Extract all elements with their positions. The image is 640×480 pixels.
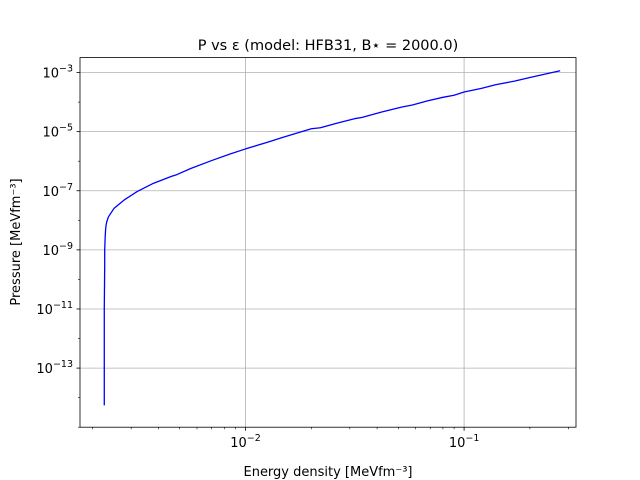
grid-layer (80, 57, 576, 428)
x-tick-label: 10−2 (230, 433, 261, 451)
y-tick-label: 10−9 (42, 241, 73, 259)
chart-title: P vs ε (model: HFB31, B⋆ = 2000.0) (198, 38, 459, 54)
line-layer (103, 70, 561, 406)
tick-layer: 10−2 10−1 10−13 10−11 10−9 10−7 10−5 10−3 (36, 64, 569, 451)
y-tick-label: 10−7 (42, 182, 73, 200)
y-tick-label: 10−3 (42, 64, 73, 82)
y-axis-label: Pressure [MeVfm⁻³] (9, 178, 24, 305)
y-tick-label: 10−5 (42, 123, 73, 141)
plot-frame (79, 57, 577, 428)
y-tick-label: 10−11 (36, 300, 73, 318)
data-line (103, 70, 561, 406)
y-tick-label: 10−13 (36, 359, 73, 377)
x-axis-label: Energy density [MeVfm⁻³] (243, 465, 412, 480)
x-tick-label: 10−1 (449, 433, 480, 451)
